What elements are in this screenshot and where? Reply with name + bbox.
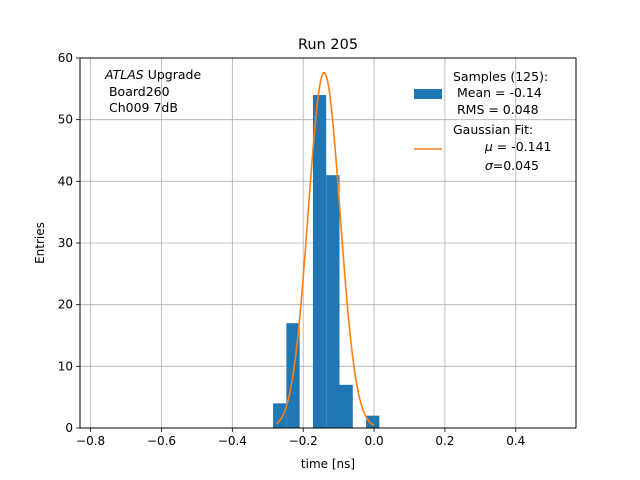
legend-samples-swatch <box>414 89 442 99</box>
legend-samples-rms: RMS = 0.048 <box>453 102 539 117</box>
x-tick-label-6: 0.4 <box>506 434 525 448</box>
svg-text:σ=0.045: σ=0.045 <box>453 158 559 173</box>
legend-samples-mean: Mean = -0.14 <box>453 85 542 100</box>
annotation-upgrade: Upgrade <box>144 67 202 82</box>
histogram-bar-4 <box>326 175 340 428</box>
legend-fit-sigma-value: =0.045 <box>493 158 539 173</box>
x-tick-label-4: 0.0 <box>365 434 384 448</box>
chart-title: Run 205 <box>298 37 358 53</box>
y-tick-label-2: 20 <box>58 298 73 312</box>
svg-text:μ = -0.141: μ = -0.141 <box>453 139 571 154</box>
y-tick-label-4: 40 <box>58 174 73 188</box>
gaussian-fit-layer <box>276 72 375 427</box>
legend-fit-mu-value: = -0.141 <box>493 139 552 154</box>
legend-samples-title: Samples (125): <box>453 69 548 84</box>
y-axis-ticks: 0 10 20 30 40 50 60 <box>58 51 80 435</box>
histogram-bar-3 <box>312 95 327 428</box>
x-tick-label-3: −0.2 <box>289 434 318 448</box>
gaussian-fit-curve <box>276 72 375 427</box>
legend-fit-mu-symbol: μ <box>484 139 493 154</box>
y-tick-label-6: 60 <box>58 51 73 65</box>
x-tick-label-5: 0.2 <box>435 434 454 448</box>
y-tick-label-3: 30 <box>58 236 73 250</box>
x-tick-label-1: −0.6 <box>147 434 176 448</box>
histogram-bar-5 <box>339 384 353 428</box>
legend: Samples (125): Mean = -0.14 RMS = 0.048 … <box>414 69 571 173</box>
histogram-bar-7 <box>366 415 380 428</box>
svg-text:ATLAS Upgrade: ATLAS Upgrade <box>104 67 201 82</box>
y-tick-label-1: 10 <box>58 359 73 373</box>
legend-fit-sigma-symbol: σ <box>485 158 494 173</box>
histogram-bars <box>273 95 380 428</box>
y-tick-label-0: 0 <box>65 421 73 435</box>
annotation-board: Board260 <box>105 84 170 99</box>
legend-fit-title: Gaussian Fit: <box>453 122 533 137</box>
y-tick-label-5: 50 <box>58 113 73 127</box>
x-tick-label-2: −0.4 <box>218 434 247 448</box>
x-axis-label: time [ns] <box>301 457 355 471</box>
x-axis-ticks: −0.8 −0.6 −0.4 −0.2 0.0 0.2 0.4 <box>76 428 525 448</box>
annotation-atlas: ATLAS <box>104 67 144 82</box>
annotation-channel: Ch009 7dB <box>105 100 178 115</box>
histogram-bar-0 <box>273 403 287 428</box>
x-tick-label-0: −0.8 <box>76 434 105 448</box>
atlas-annotation: ATLAS Upgrade Board260 Ch009 7dB <box>104 67 201 115</box>
y-axis-label: Entries <box>33 222 47 264</box>
